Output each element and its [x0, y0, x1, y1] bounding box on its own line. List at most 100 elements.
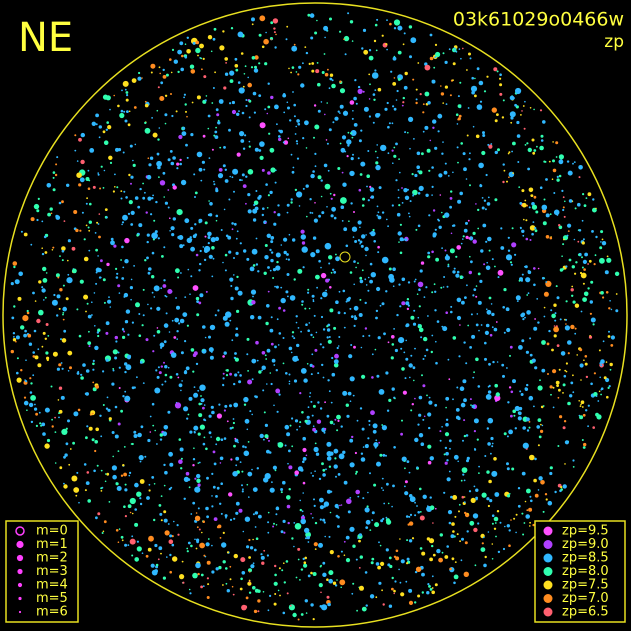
star — [151, 402, 155, 406]
star — [252, 208, 258, 214]
star — [222, 560, 226, 564]
star — [408, 116, 414, 122]
star — [340, 586, 343, 589]
star — [524, 100, 526, 103]
star — [253, 200, 259, 206]
star — [484, 555, 487, 559]
star — [103, 520, 107, 524]
star — [370, 272, 376, 278]
star — [351, 226, 358, 232]
star — [323, 25, 329, 31]
star — [102, 530, 105, 533]
star — [360, 346, 363, 349]
star — [547, 500, 553, 506]
star — [278, 567, 281, 570]
star — [326, 328, 331, 332]
star — [335, 253, 337, 256]
star — [318, 542, 323, 548]
star — [398, 204, 401, 207]
star — [170, 226, 175, 231]
star — [340, 425, 343, 428]
star — [543, 306, 546, 309]
star — [131, 442, 134, 446]
star — [264, 434, 269, 439]
star — [377, 87, 382, 92]
star — [491, 543, 494, 545]
star — [81, 211, 84, 214]
star — [190, 69, 196, 74]
star — [316, 286, 318, 289]
star — [184, 340, 187, 343]
star — [168, 539, 174, 544]
star — [399, 538, 401, 540]
star — [583, 359, 585, 362]
star — [24, 329, 27, 333]
star — [241, 484, 243, 487]
star — [270, 258, 274, 263]
star — [151, 232, 158, 239]
star — [552, 141, 554, 143]
star — [124, 362, 128, 366]
star — [465, 221, 468, 225]
star — [526, 383, 529, 387]
star — [102, 404, 105, 406]
star — [96, 464, 99, 467]
star — [201, 531, 203, 534]
star — [196, 151, 203, 158]
star — [391, 122, 394, 125]
star — [71, 475, 78, 482]
star — [280, 297, 286, 304]
star — [100, 165, 103, 168]
star — [203, 258, 207, 262]
star — [167, 289, 173, 294]
star — [222, 584, 224, 586]
star — [435, 257, 439, 262]
star — [318, 214, 321, 218]
star — [434, 43, 438, 47]
star — [449, 567, 452, 571]
star — [553, 303, 557, 307]
star — [419, 487, 422, 491]
star — [272, 525, 275, 528]
star — [377, 245, 380, 249]
star — [123, 446, 126, 448]
star — [243, 249, 247, 253]
star — [202, 246, 205, 248]
star — [364, 327, 368, 330]
star — [462, 152, 466, 156]
star — [42, 432, 46, 436]
star — [329, 17, 332, 21]
star — [226, 420, 229, 423]
star — [121, 221, 125, 224]
star — [405, 515, 409, 518]
star — [144, 127, 151, 134]
star — [288, 373, 291, 376]
star — [233, 190, 235, 193]
star — [187, 268, 190, 271]
star — [450, 206, 452, 209]
star — [172, 185, 177, 190]
star — [302, 436, 307, 441]
star — [116, 272, 119, 275]
star — [337, 473, 341, 476]
star — [393, 146, 396, 149]
star — [259, 433, 264, 439]
star — [256, 467, 259, 470]
star — [369, 185, 372, 188]
star — [375, 49, 378, 52]
star — [93, 292, 96, 294]
star — [609, 300, 611, 302]
star — [357, 239, 361, 242]
star — [411, 403, 414, 406]
magnitude-label: m=3 — [36, 564, 68, 579]
star — [494, 150, 498, 155]
star — [261, 561, 265, 565]
star — [248, 99, 252, 103]
star — [392, 484, 395, 488]
star — [520, 114, 522, 116]
star — [470, 497, 476, 503]
star — [493, 527, 497, 530]
star — [429, 33, 433, 37]
star — [157, 366, 160, 369]
star — [65, 427, 68, 430]
